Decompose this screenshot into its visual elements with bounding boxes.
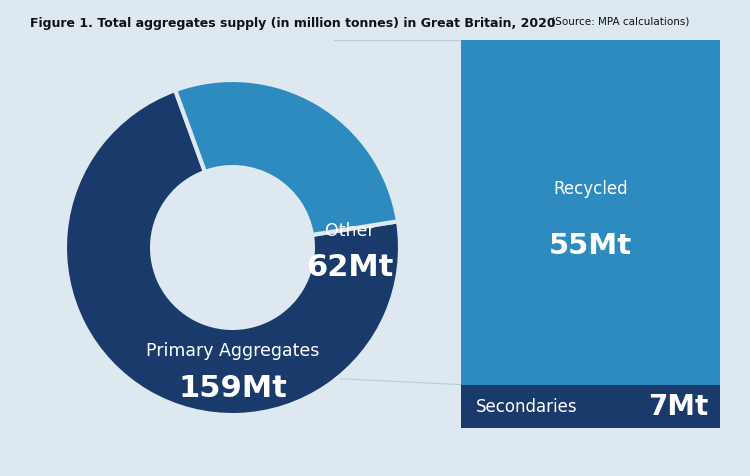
Text: 7Mt: 7Mt <box>649 393 709 420</box>
Text: Secondaries: Secondaries <box>476 397 578 416</box>
Wedge shape <box>65 90 400 415</box>
Text: Primary Aggregates: Primary Aggregates <box>146 342 320 360</box>
Text: 55Mt: 55Mt <box>549 232 632 260</box>
FancyBboxPatch shape <box>461 385 720 428</box>
Text: Figure 1. Total aggregates supply (in million tonnes) in Great Britain, 2020: Figure 1. Total aggregates supply (in mi… <box>30 17 556 30</box>
Text: 159Mt: 159Mt <box>178 374 287 403</box>
Text: Other: Other <box>325 222 374 240</box>
Text: (Source: MPA calculations): (Source: MPA calculations) <box>548 17 690 27</box>
Text: Recycled: Recycled <box>554 180 628 198</box>
Wedge shape <box>176 80 398 235</box>
Text: 62Mt: 62Mt <box>306 253 394 282</box>
FancyBboxPatch shape <box>461 40 720 385</box>
